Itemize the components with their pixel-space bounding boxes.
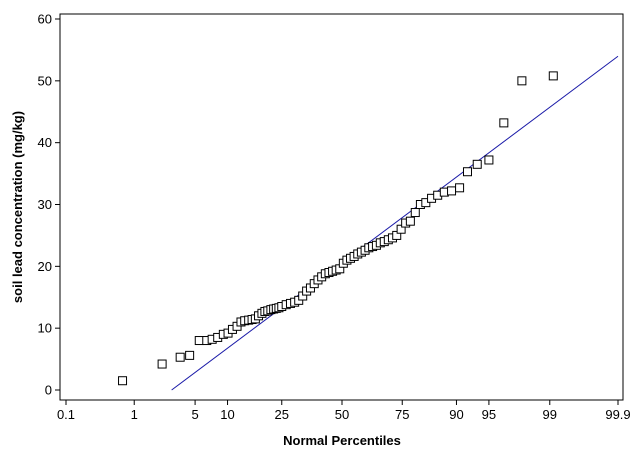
- data-point: [185, 350, 195, 360]
- data-point: [175, 352, 185, 362]
- data-point: [455, 183, 465, 193]
- x-tick-label: 10: [220, 407, 234, 422]
- y-tick-label: 50: [38, 73, 52, 88]
- plot-area-frame: [59, 13, 624, 401]
- data-point: [499, 118, 509, 128]
- data-point: [462, 167, 472, 177]
- data-point: [484, 155, 494, 165]
- x-axis: 0.1 1 5 10 25 50 75 90 95 99 99.9: [57, 400, 631, 422]
- data-point: [396, 224, 406, 234]
- data-point: [410, 208, 420, 218]
- data-points: [118, 71, 558, 386]
- y-tick-label: 30: [38, 197, 52, 212]
- fit-line-group: [171, 55, 619, 391]
- x-tick-label: 99: [543, 407, 557, 422]
- x-tick-label: 0.1: [57, 407, 75, 422]
- x-tick-label: 90: [449, 407, 463, 422]
- data-point: [157, 359, 167, 369]
- y-axis-title: soil lead concentration (mg/kg): [10, 111, 25, 303]
- y-tick-label: 60: [38, 12, 52, 27]
- y-axis: 0 10 20 30 40 50 60: [38, 12, 60, 398]
- data-point: [194, 336, 204, 346]
- x-tick-label: 99.9: [605, 407, 630, 422]
- x-tick-label: 5: [191, 407, 198, 422]
- data-point: [447, 186, 457, 196]
- x-tick-label: 25: [275, 407, 289, 422]
- data-point: [517, 76, 527, 86]
- x-axis-title: Normal Percentiles: [283, 433, 401, 448]
- x-tick-label: 95: [482, 407, 496, 422]
- y-tick-label: 0: [45, 383, 52, 398]
- x-tick-label: 75: [395, 407, 409, 422]
- y-tick-label: 20: [38, 259, 52, 274]
- y-tick-label: 10: [38, 321, 52, 336]
- y-tick-label: 40: [38, 135, 52, 150]
- x-tick-label: 50: [335, 407, 349, 422]
- data-point: [118, 376, 128, 386]
- data-point: [472, 159, 482, 169]
- fit-line: [171, 55, 619, 391]
- data-point: [548, 71, 558, 81]
- x-tick-label: 1: [131, 407, 138, 422]
- data-point: [405, 216, 415, 226]
